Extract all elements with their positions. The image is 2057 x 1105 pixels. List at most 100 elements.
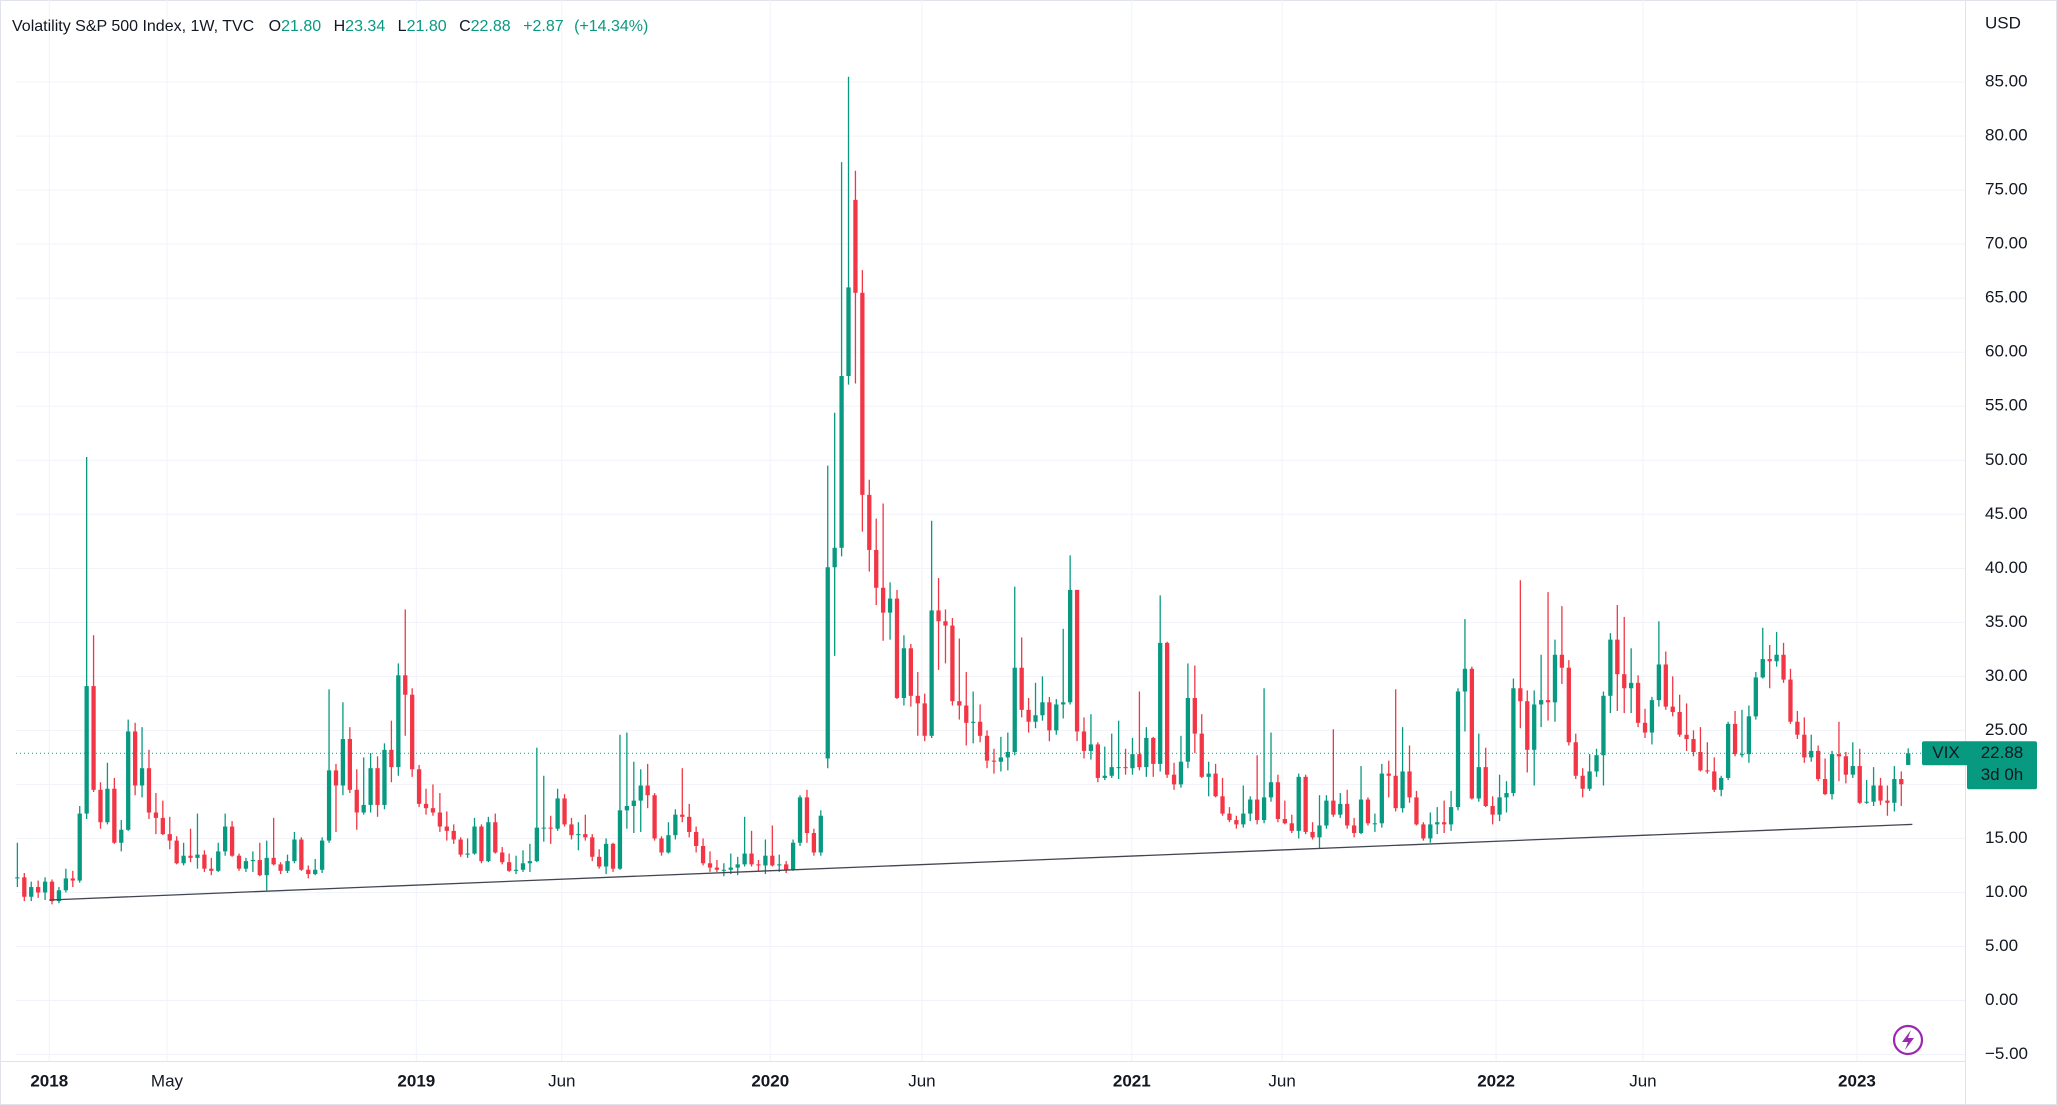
symbol-tag-label: VIX: [1932, 743, 1959, 762]
candle-body: [1248, 799, 1253, 814]
candle-body: [977, 721, 983, 736]
candle-body: [1622, 674, 1627, 689]
candle-body: [1809, 750, 1814, 758]
candle-body: [1601, 695, 1606, 756]
candle-body: [91, 686, 96, 790]
candle-body: [693, 831, 699, 846]
chart-header: Volatility S&P 500 Index, 1W, TVC O21.80…: [12, 18, 648, 35]
candle-body: [1033, 715, 1038, 722]
candle-body: [555, 798, 560, 829]
candle-body: [1116, 767, 1121, 769]
legend-key: O: [269, 18, 281, 35]
candle-body: [1490, 806, 1495, 815]
candle-body: [1088, 744, 1094, 751]
candle-body: [936, 610, 941, 622]
countdown-label: 3d 0h: [1981, 765, 2024, 784]
candle-body: [1435, 822, 1440, 825]
candle-body: [1171, 774, 1177, 785]
x-tick-label: Jun: [548, 1071, 575, 1090]
candle-body: [98, 789, 103, 823]
candle-body: [1573, 742, 1578, 776]
candle-body: [1788, 679, 1793, 722]
candle-body: [901, 648, 907, 698]
candle-body: [1338, 803, 1343, 815]
candle-body: [1594, 755, 1599, 772]
candle-body: [292, 839, 297, 862]
candle-body: [770, 855, 775, 866]
x-tick-label: 2018: [30, 1071, 68, 1090]
candle-body: [569, 824, 574, 836]
candle-body: [1123, 767, 1128, 769]
candle-body: [1164, 642, 1170, 775]
candle-body: [652, 795, 657, 839]
candle-body: [964, 705, 969, 723]
candle-body: [811, 833, 817, 853]
candle-body: [1407, 771, 1412, 798]
candle-body: [1040, 702, 1045, 716]
candle-body: [1054, 704, 1059, 731]
candle-body: [991, 760, 997, 762]
candle-body: [1878, 785, 1883, 801]
candle-body: [1885, 800, 1890, 803]
candle-body: [1144, 737, 1149, 768]
candle-body: [818, 815, 823, 853]
y-tick-label: 25.00: [1985, 720, 2028, 739]
candle-body: [860, 292, 865, 495]
legend-value: 21.80: [281, 18, 321, 35]
candle-body: [1220, 796, 1225, 814]
legend-key: C: [459, 18, 471, 35]
candle-body: [285, 861, 290, 871]
x-tick-label: 2022: [1477, 1071, 1515, 1090]
candle-body: [105, 788, 110, 823]
candle-body: [167, 834, 172, 841]
candle-body: [153, 812, 159, 818]
candle-body: [1428, 824, 1433, 839]
candle-body: [202, 854, 207, 869]
candle-body: [437, 812, 443, 827]
lightning-icon[interactable]: [1902, 1030, 1914, 1050]
candle-body: [562, 798, 567, 825]
lightning-button[interactable]: [1892, 1024, 1924, 1056]
candle-body: [583, 834, 588, 838]
candle-body: [853, 199, 858, 293]
candle-body: [70, 878, 75, 881]
legend-key: L: [398, 18, 407, 35]
candle-body: [1282, 818, 1288, 824]
x-tick-label: May: [151, 1071, 184, 1090]
candle-body: [1615, 639, 1620, 675]
candle-body: [1864, 801, 1869, 803]
candle-body: [1476, 767, 1481, 799]
candle-body: [874, 549, 879, 588]
trend-line: [49, 823, 1913, 901]
candle-body: [790, 842, 796, 870]
y-tick-label: 75.00: [1985, 180, 2028, 199]
change: +2.87: [523, 18, 564, 35]
candle-body: [728, 867, 733, 870]
candle-body: [368, 768, 373, 805]
y-tick-label: 70.00: [1985, 234, 2028, 253]
candle-body: [271, 857, 276, 865]
candle-body: [306, 869, 311, 875]
candle-body: [1185, 697, 1191, 762]
candle-body: [1351, 825, 1357, 834]
candle-body: [707, 863, 713, 868]
candle-body: [410, 694, 415, 770]
candle-body: [638, 785, 643, 801]
candle-body: [1698, 751, 1703, 771]
candle-body: [1421, 824, 1426, 839]
x-tick-label: Jun: [1629, 1071, 1656, 1090]
candle-body: [915, 695, 920, 704]
candle-body: [1725, 723, 1731, 778]
candle-body: [500, 852, 505, 863]
y-tick-label: 35.00: [1985, 612, 2028, 631]
candle-body: [1892, 779, 1897, 803]
candle-body: [1227, 813, 1232, 821]
candle-body: [63, 878, 69, 891]
candle-body: [846, 287, 851, 376]
candle-body: [1317, 825, 1322, 838]
candle-body: [971, 721, 976, 723]
y-tick-label: 60.00: [1985, 342, 2028, 361]
candle-body: [1566, 667, 1571, 743]
candle-body: [1192, 697, 1197, 734]
